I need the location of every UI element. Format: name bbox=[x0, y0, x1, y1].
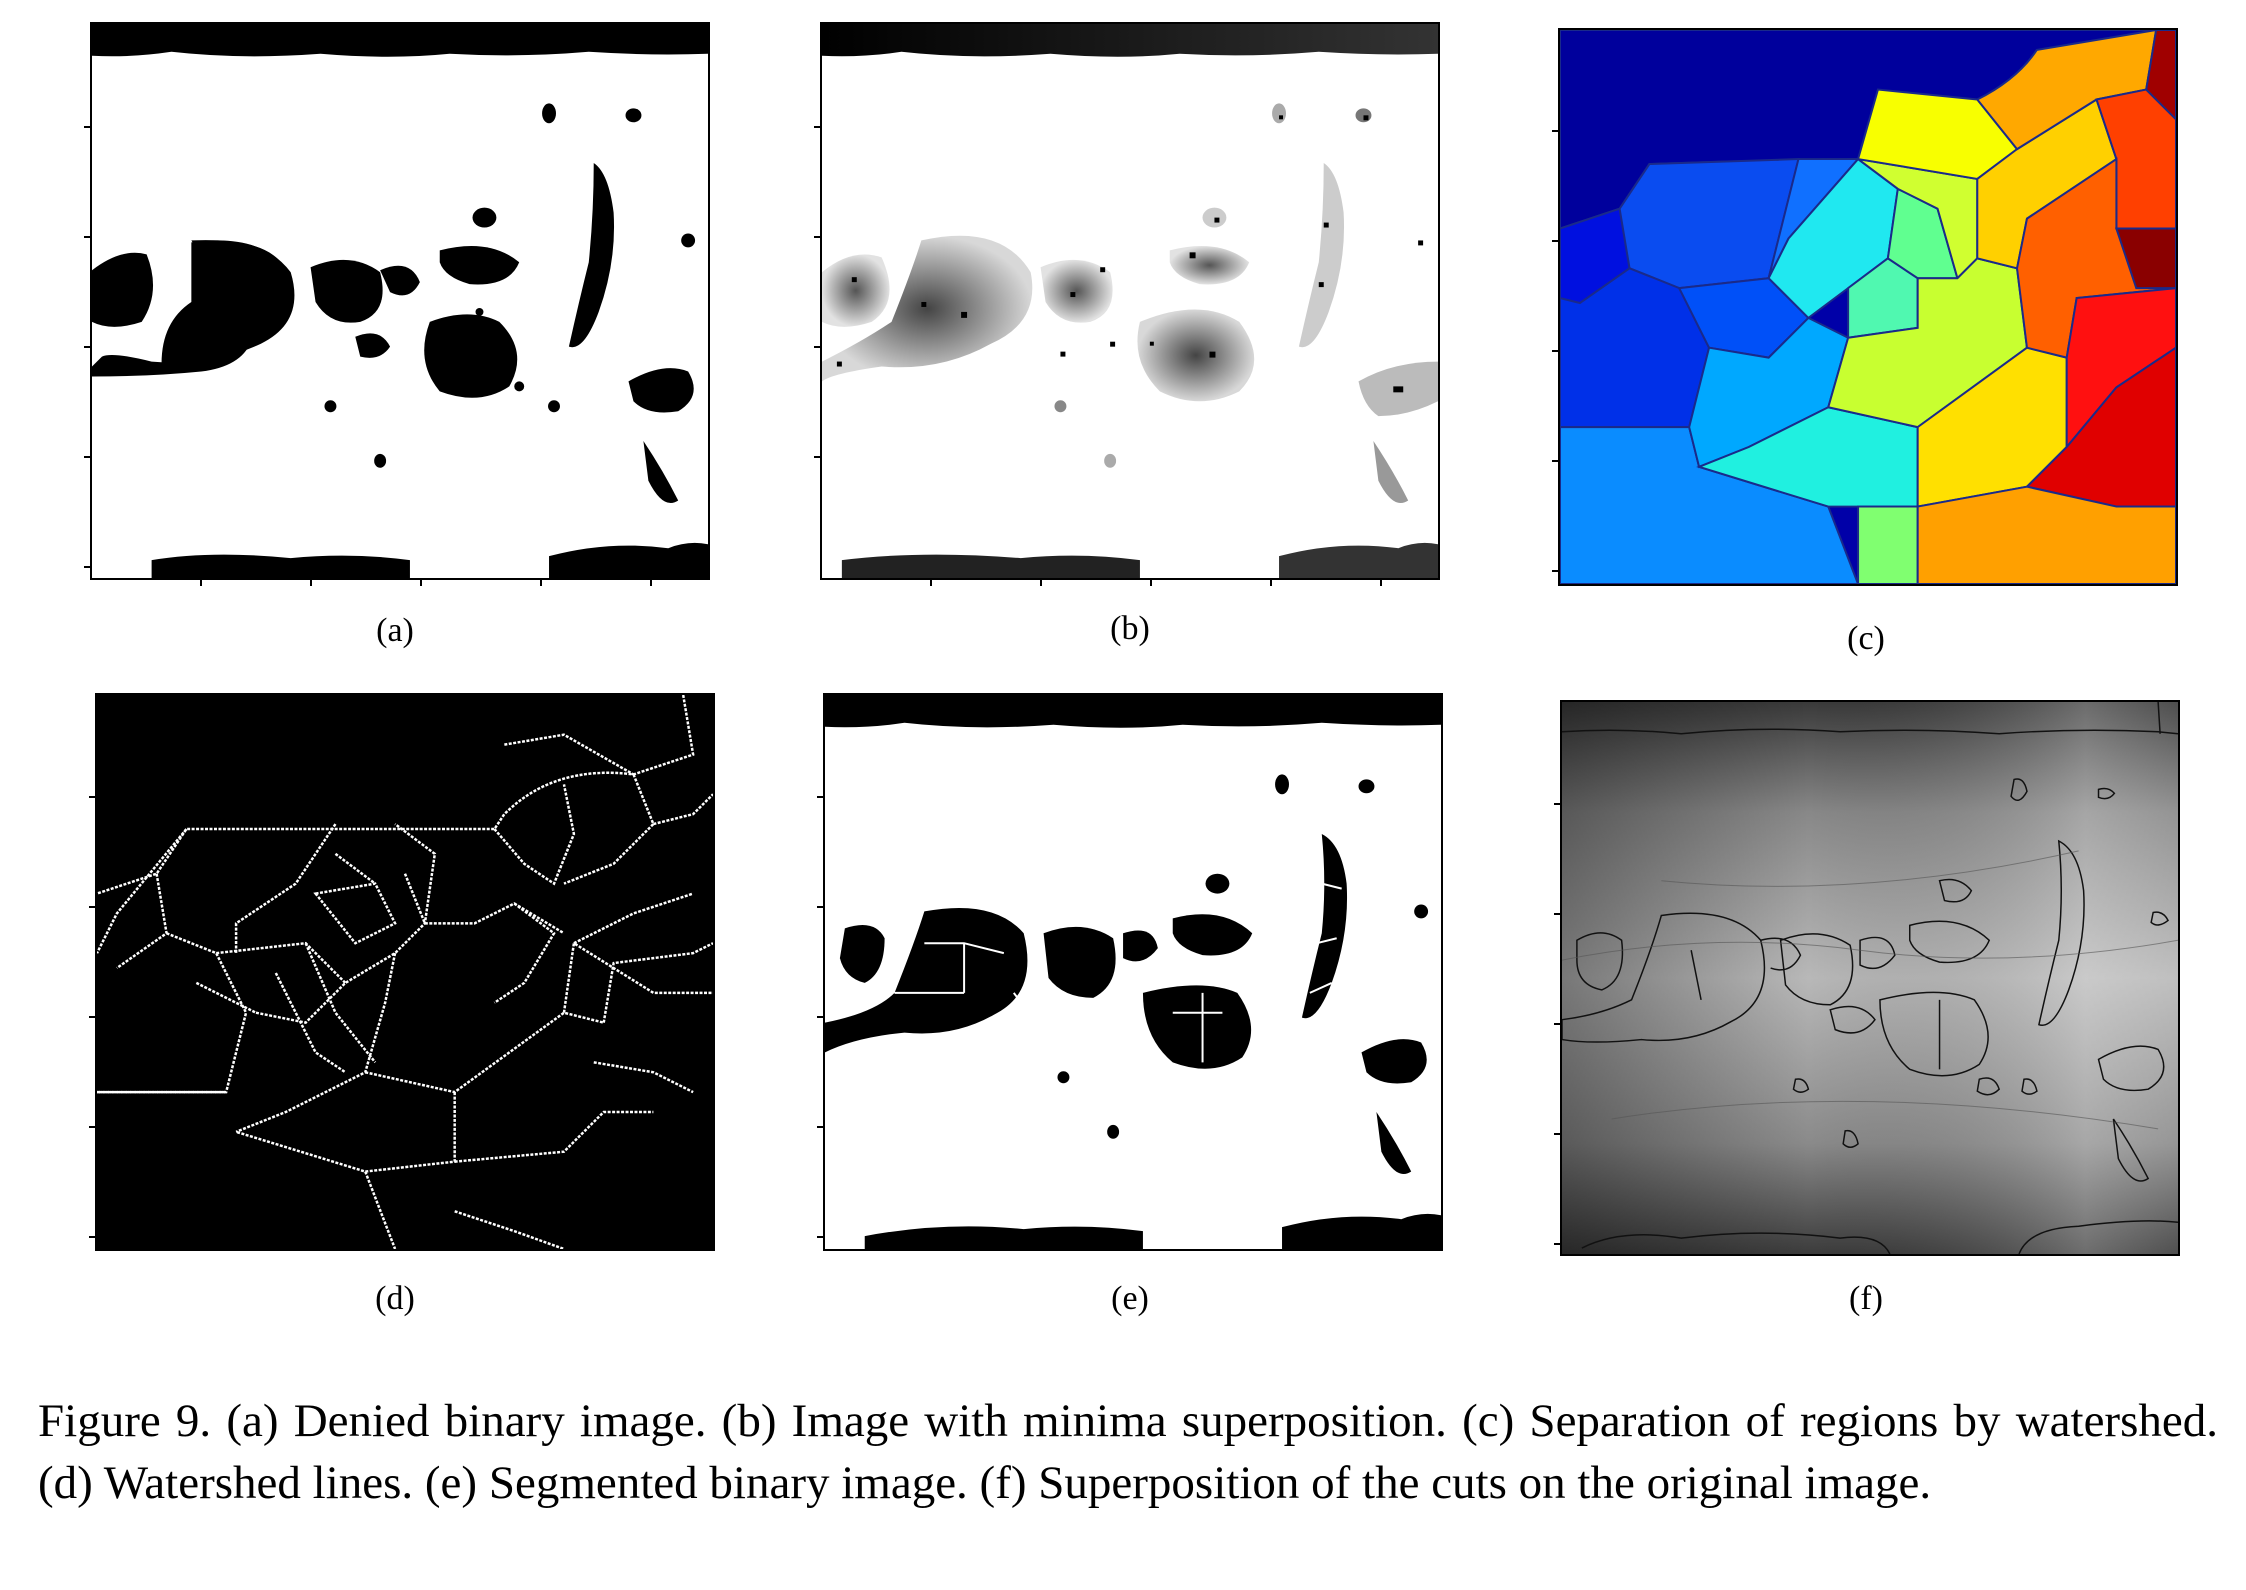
image-segmented-binary bbox=[823, 693, 1443, 1251]
image-cuts-on-original bbox=[1560, 700, 2180, 1256]
panel-label-b: (b) bbox=[1110, 610, 1150, 647]
image-minima-superposition bbox=[820, 22, 1440, 580]
panel-label-d: (d) bbox=[375, 1280, 415, 1317]
panel-label-c: (c) bbox=[1847, 620, 1885, 657]
image-watershed-regions bbox=[1558, 28, 2178, 586]
panel-label-e: (e) bbox=[1111, 1280, 1149, 1317]
image-watershed-lines bbox=[95, 693, 715, 1251]
panel-label-f: (f) bbox=[1849, 1280, 1883, 1317]
figure-caption: Figure 9. (a) Denied binary image. (b) I… bbox=[38, 1395, 2218, 1509]
image-binary-denied bbox=[90, 22, 710, 580]
panel-label-a: (a) bbox=[376, 612, 414, 649]
